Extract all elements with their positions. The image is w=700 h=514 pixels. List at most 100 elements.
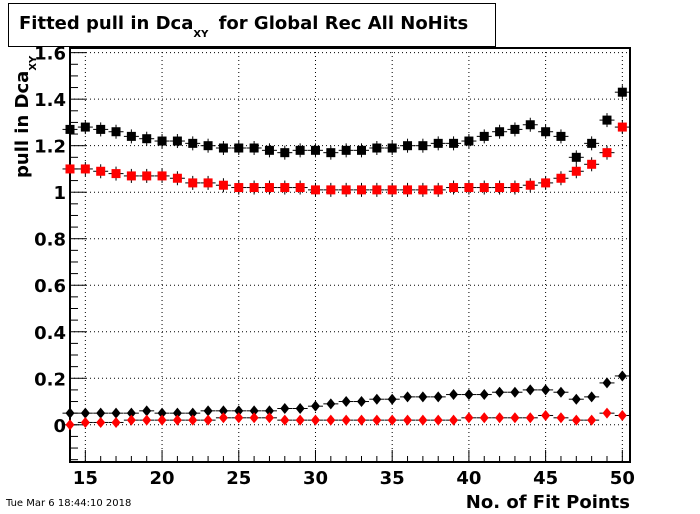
data-point [80,407,90,419]
data-point [234,183,244,193]
data-point [525,384,535,396]
data-point [387,414,397,426]
data-point [617,370,627,382]
data-point [203,405,213,417]
data-point [280,403,290,415]
data-point [249,183,259,193]
data-point [295,183,305,193]
data-point [587,391,597,403]
y-tick-label: 0.2 [34,369,66,390]
data-point [234,412,244,424]
data-point [495,412,505,424]
data-point [203,178,213,188]
data-point [510,412,520,424]
data-point [464,136,474,146]
y-tick-label: 0.4 [34,323,66,344]
data-point [188,414,198,426]
data-point [326,398,336,410]
y-axis-title-subscript: XY [28,55,39,71]
data-point [96,166,106,176]
data-point [172,173,182,183]
data-point [587,414,597,426]
data-point [357,185,367,195]
data-point [587,138,597,148]
data-point [403,185,413,195]
data-point [80,416,90,428]
chart-title-main: Fitted pull in Dca [19,13,194,34]
data-point [188,178,198,188]
data-point [541,409,551,421]
x-tick-label: 15 [73,468,98,489]
x-tick-label: 20 [150,468,175,489]
data-point [249,412,259,424]
chart-title-subscript: XY [193,29,209,40]
data-point [541,127,551,137]
axis-ticks [69,52,623,462]
data-point [479,412,489,424]
data-point [157,136,167,146]
series-0 [62,85,630,165]
data-point [495,127,505,137]
data-point [541,178,551,188]
data-point [295,145,305,155]
data-point [96,407,106,419]
data-point [357,145,367,155]
x-tick-label: 45 [533,468,558,489]
y-axis-title: pull in DcaXY [12,55,39,178]
y-tick-label: 0.6 [34,276,66,297]
data-point [326,414,336,426]
data-point [326,148,336,158]
data-point [218,180,228,190]
data-point [126,131,136,141]
data-point [280,414,290,426]
data-point [111,416,121,428]
data-point [341,145,351,155]
data-point [556,131,566,141]
data-point [387,185,397,195]
data-point [295,414,305,426]
plot-frame [69,47,631,463]
data-point [510,386,520,398]
data-point [264,183,274,193]
data-point [418,414,428,426]
data-point [65,419,75,431]
data-point [372,185,382,195]
x-tick-label: 40 [456,468,481,489]
data-point [126,407,136,419]
data-point [280,148,290,158]
data-point [280,183,290,193]
data-point [449,183,459,193]
data-point [464,412,474,424]
chart-title-box: Fitted pull in DcaXY for Global Rec All … [8,3,496,47]
y-tick-label: 1.2 [34,137,66,158]
data-point [80,122,90,132]
data-point [326,185,336,195]
data-point [264,405,274,417]
data-point [218,412,228,424]
data-point [172,136,182,146]
data-point [372,393,382,405]
y-tick-label: 0.8 [34,230,66,251]
data-point [433,414,443,426]
data-point [403,141,413,151]
data-point [433,138,443,148]
series-3 [62,407,630,431]
data-point [188,407,198,419]
data-point [157,171,167,181]
data-point [218,405,228,417]
data-point [525,180,535,190]
datestamp: Tue Mar 6 18:44:10 2018 [6,498,132,509]
data-point [556,386,566,398]
data-point [464,389,474,401]
data-point [372,143,382,153]
tick-labels: 15 20 25 30 35 40 45 50 0 0.2 0.4 0.6 0.8 1 1.2 1.4 1.6 [34,44,635,489]
data-point [479,183,489,193]
data-point [387,393,397,405]
data-point [602,115,612,125]
data-point [387,143,397,153]
data-point [341,414,351,426]
data-point [310,185,320,195]
data-point [310,414,320,426]
data-point [464,183,474,193]
data-point [203,414,213,426]
